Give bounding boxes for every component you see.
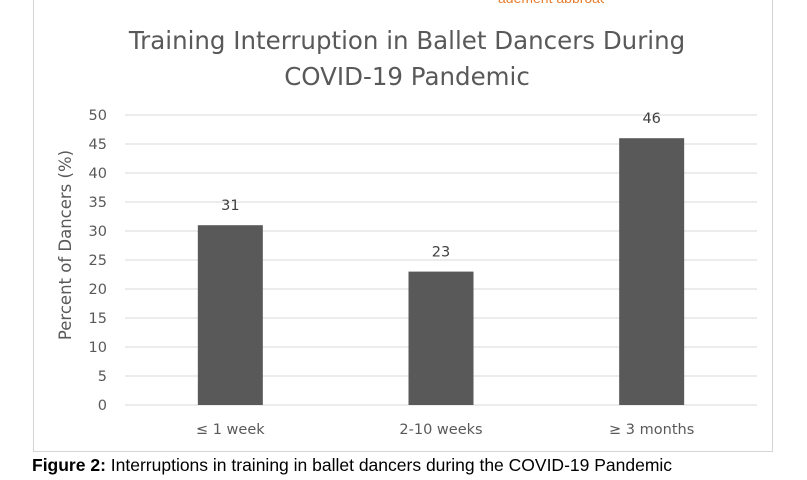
chart-frame	[33, 0, 773, 452]
y-tick-label: 10	[89, 340, 107, 356]
chart-title-line-1: Training Interruption in Ballet Dancers …	[128, 26, 685, 55]
x-axis-tick-labels: ≤ 1 week 2-10 weeks ≥ 3 months	[196, 422, 694, 438]
bar-value-label: 31	[221, 198, 239, 214]
y-tick-label: 50	[89, 108, 107, 124]
bars	[197, 138, 685, 405]
x-tick-label: ≥ 3 months	[609, 422, 694, 438]
chart-title: Training Interruption in Ballet Dancers …	[128, 26, 685, 91]
y-tick-label: 0	[98, 398, 107, 414]
y-tick-label: 20	[89, 282, 107, 298]
bar	[619, 138, 685, 405]
y-axis-title: Percent of Dancers (%)	[56, 150, 75, 340]
cropped-header-text: agement approaches	[498, 0, 604, 3]
chart-title-line-2: COVID-19 Pandemic	[284, 62, 530, 91]
x-tick-label: 2-10 weeks	[399, 422, 482, 438]
bar-chart: Training Interruption in Ballet Dancers …	[56, 26, 757, 438]
bar	[197, 225, 263, 405]
y-tick-label: 30	[89, 224, 107, 240]
data-labels: 31 23 46	[221, 111, 661, 260]
y-tick-label: 40	[89, 166, 107, 182]
x-tick-label: ≤ 1 week	[196, 422, 265, 438]
y-tick-label: 35	[89, 195, 107, 211]
y-tick-label: 5	[98, 369, 107, 385]
y-tick-label: 15	[89, 311, 107, 327]
bar	[408, 271, 474, 405]
bar-value-label: 46	[642, 111, 660, 127]
y-tick-label: 25	[89, 253, 107, 269]
y-axis-tick-labels: 0 5 10 15 20 25 30 35 40 45 50	[89, 108, 107, 414]
bar-value-label: 23	[432, 245, 450, 261]
y-tick-label: 45	[89, 137, 107, 153]
figure-caption-text: Interruptions in training in ballet danc…	[105, 455, 673, 475]
figure-caption: Figure 2: Interruptions in training in b…	[32, 455, 672, 476]
figure-caption-label: Figure 2:	[32, 455, 106, 475]
